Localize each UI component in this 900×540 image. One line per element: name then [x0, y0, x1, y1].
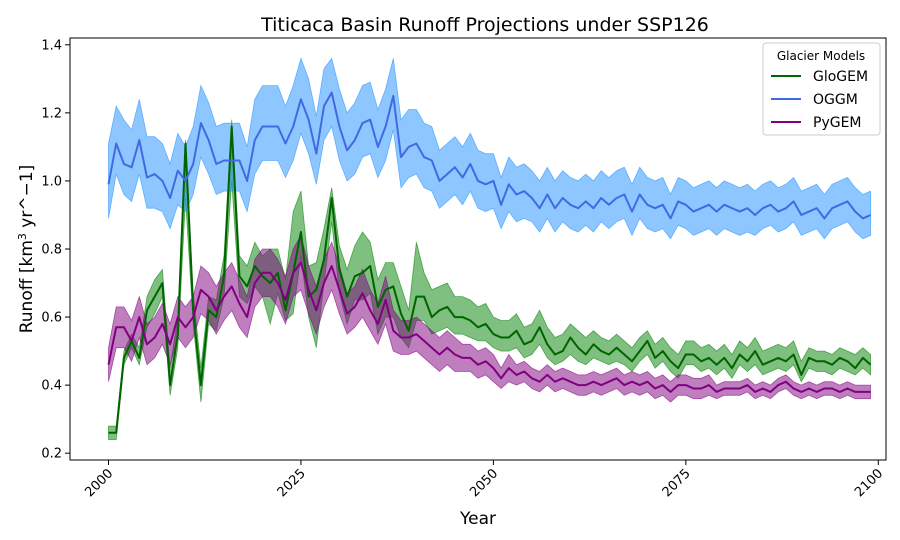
glogem-legend-label: GloGEM: [813, 69, 868, 85]
y-axis-ticks: 0.2 0.4 0.6 0.8 1.0 1.2 1.4: [41, 38, 70, 462]
y-tick-label: 0.2: [41, 447, 62, 462]
oggm-line: [107, 91, 872, 220]
y-tick-label: 0.8: [41, 243, 62, 258]
y-axis-label-superscript: 3: [16, 233, 29, 240]
y-axis-label-rest: yr^−1]: [17, 165, 37, 233]
oggm-legend-label: OGGM: [813, 92, 858, 108]
pygem-uncertainty-band: [108, 234, 871, 403]
glogem-line: [108, 125, 872, 434]
x-axis-label: Year: [459, 509, 496, 529]
y-tick-label: 0.6: [41, 311, 62, 326]
legend: Glacier Models GloGEM OGGM PyGEM: [762, 42, 881, 136]
pygem-legend-label: PyGEM: [813, 115, 862, 131]
y-tick-label: 0.4: [41, 379, 62, 394]
y-tick-label: 1.4: [41, 38, 62, 53]
y-tick-label: 1.2: [41, 106, 62, 121]
pygem-line: [107, 261, 871, 393]
series-lines: [107, 91, 872, 434]
chart-title: Titicaca Basin Runoff Projections under …: [260, 14, 709, 36]
legend-box: [762, 42, 881, 136]
legend-items: GloGEM OGGM PyGEM: [771, 69, 868, 131]
y-axis-label-main: Runoff [km: [17, 240, 37, 333]
legend-title: Glacier Models: [777, 49, 865, 63]
y-axis-label: Runoff [km3 yr^−1]: [16, 165, 37, 334]
y-tick-label: 1.0: [41, 174, 62, 189]
